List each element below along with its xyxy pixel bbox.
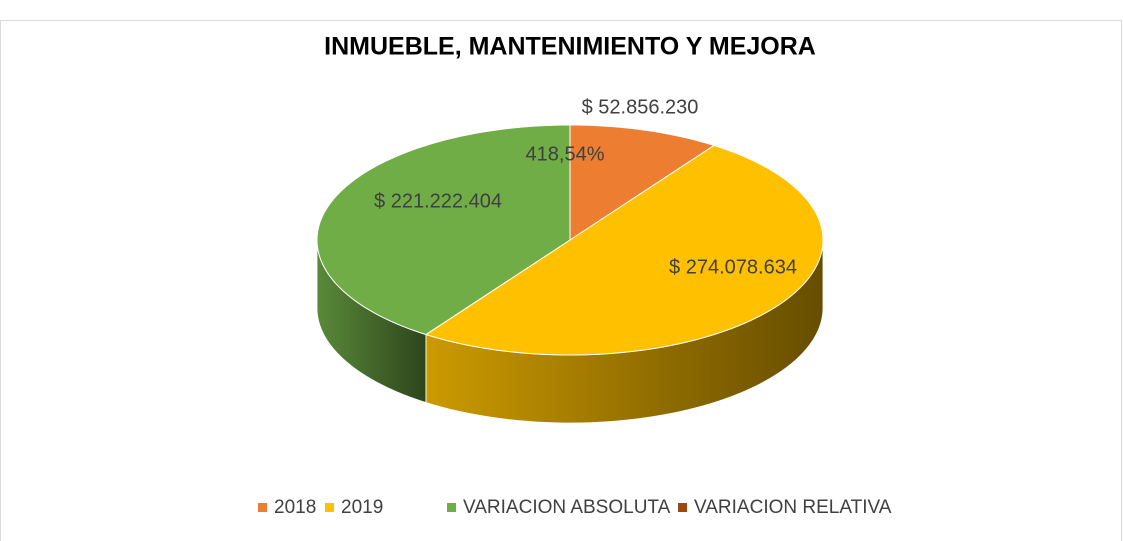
legend-label: 2018 bbox=[274, 497, 316, 518]
legend-swatch bbox=[678, 503, 687, 512]
legend-label: VARIACION ABSOLUTA bbox=[463, 497, 671, 518]
pie-slice bbox=[424, 144, 824, 356]
data-label: $ 274.078.634 bbox=[669, 256, 797, 278]
pie bbox=[316, 124, 824, 424]
legend-label: 2019 bbox=[341, 497, 383, 518]
legend: 2018 2019 VARIACION ABSOLUTA VARIACION RELA… bbox=[258, 497, 892, 518]
pie-slice bbox=[316, 124, 571, 336]
legend-label: VARIACION RELATIVA bbox=[694, 497, 892, 518]
legend-swatch bbox=[258, 503, 267, 512]
legend-swatch bbox=[447, 503, 456, 512]
pie-slice bbox=[569, 124, 716, 241]
chart-title: INMUEBLE, MANTENIMIENTO Y MEJORA bbox=[324, 33, 816, 61]
data-labels: $ 52.856.230 $ 274.078.634 $ 221.222.404 41… bbox=[374, 96, 797, 278]
data-label: 418,54% bbox=[526, 143, 605, 165]
data-label: $ 221.222.404 bbox=[374, 190, 502, 212]
legend-swatch bbox=[325, 503, 334, 512]
data-label: $ 52.856.230 bbox=[582, 96, 699, 118]
